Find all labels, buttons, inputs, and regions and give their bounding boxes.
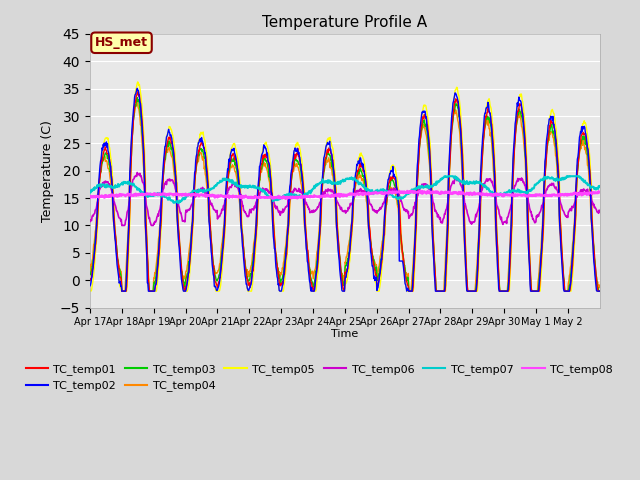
TC_temp07	[111, 183, 118, 189]
TC_temp08	[396, 188, 403, 194]
TC_temp05	[86, 288, 94, 294]
TC_temp01	[86, 277, 94, 283]
TC_temp01	[572, 219, 579, 225]
Line: TC_temp05: TC_temp05	[90, 82, 600, 291]
X-axis label: Time: Time	[331, 329, 358, 339]
TC_temp01	[134, 88, 142, 94]
TC_temp04	[387, 185, 395, 191]
TC_temp01	[596, 288, 604, 294]
TC_temp02	[182, 288, 189, 294]
Line: TC_temp07: TC_temp07	[90, 176, 600, 203]
TC_temp06	[572, 199, 579, 205]
TC_temp06	[299, 191, 307, 197]
TC_temp03	[182, 277, 189, 283]
TC_temp03	[133, 95, 141, 100]
TC_temp06	[182, 210, 189, 216]
TC_temp04	[86, 268, 94, 274]
TC_temp06	[118, 223, 125, 228]
Line: TC_temp02: TC_temp02	[90, 88, 600, 291]
TC_temp03	[572, 217, 579, 223]
TC_temp04	[182, 270, 189, 276]
Line: TC_temp08: TC_temp08	[90, 191, 600, 199]
TC_temp07	[387, 191, 395, 197]
TC_temp06	[579, 188, 587, 194]
TC_temp03	[387, 177, 395, 183]
TC_temp07	[298, 193, 306, 199]
Line: TC_temp01: TC_temp01	[90, 91, 600, 291]
TC_temp02	[596, 288, 604, 294]
TC_temp03	[579, 136, 587, 142]
TC_temp07	[440, 173, 448, 179]
Line: TC_temp03: TC_temp03	[90, 97, 600, 291]
TC_temp08	[596, 189, 604, 195]
TC_temp08	[180, 192, 188, 197]
TC_temp05	[299, 167, 307, 173]
TC_temp01	[118, 288, 125, 294]
TC_temp03	[596, 288, 604, 294]
Line: TC_temp06: TC_temp06	[90, 172, 600, 226]
TC_temp03	[118, 288, 125, 294]
TC_temp08	[579, 192, 587, 197]
TC_temp07	[86, 188, 94, 194]
TC_temp08	[298, 194, 306, 200]
TC_temp05	[86, 288, 94, 293]
TC_temp05	[182, 288, 189, 294]
TC_temp06	[133, 169, 141, 175]
TC_temp05	[572, 228, 579, 234]
TC_temp07	[181, 196, 189, 202]
TC_temp08	[111, 193, 118, 199]
TC_temp05	[596, 288, 604, 294]
TC_temp08	[572, 191, 579, 197]
TC_temp08	[387, 189, 395, 195]
TC_temp01	[299, 174, 307, 180]
TC_temp02	[387, 168, 395, 174]
TC_temp02	[111, 228, 118, 233]
Title: Temperature Profile A: Temperature Profile A	[262, 15, 428, 30]
TC_temp01	[111, 218, 118, 224]
TC_temp03	[111, 223, 118, 228]
TC_temp02	[299, 180, 307, 185]
TC_temp07	[596, 183, 604, 189]
TC_temp04	[133, 99, 141, 105]
TC_temp05	[134, 79, 141, 85]
TC_temp01	[387, 174, 395, 180]
TC_temp01	[182, 284, 189, 289]
TC_temp04	[111, 227, 118, 233]
TC_temp06	[596, 208, 604, 214]
TC_temp06	[387, 186, 395, 192]
TC_temp06	[111, 200, 118, 205]
TC_temp04	[579, 137, 587, 143]
Text: HS_met: HS_met	[95, 36, 148, 49]
TC_temp02	[572, 204, 579, 210]
TC_temp03	[86, 272, 94, 278]
Y-axis label: Temperature (C): Temperature (C)	[41, 120, 54, 222]
TC_temp05	[111, 223, 119, 229]
Line: TC_temp04: TC_temp04	[90, 102, 600, 291]
TC_temp08	[86, 195, 94, 201]
TC_temp04	[118, 288, 125, 294]
TC_temp02	[86, 283, 94, 289]
TC_temp04	[299, 192, 307, 198]
TC_temp07	[579, 178, 587, 184]
TC_temp06	[86, 218, 94, 224]
TC_temp07	[572, 173, 579, 179]
TC_temp01	[579, 130, 587, 135]
TC_temp02	[579, 126, 587, 132]
TC_temp02	[133, 85, 141, 91]
TC_temp04	[596, 282, 604, 288]
TC_temp05	[387, 164, 395, 169]
TC_temp05	[579, 121, 587, 127]
TC_temp03	[299, 179, 307, 185]
TC_temp04	[572, 197, 579, 203]
TC_temp08	[282, 196, 289, 202]
TC_temp02	[118, 288, 125, 294]
Legend: TC_temp01, TC_temp02, TC_temp03, TC_temp04, TC_temp05, TC_temp06, TC_temp07, TC_: TC_temp01, TC_temp02, TC_temp03, TC_temp…	[21, 360, 618, 396]
TC_temp07	[175, 200, 182, 206]
